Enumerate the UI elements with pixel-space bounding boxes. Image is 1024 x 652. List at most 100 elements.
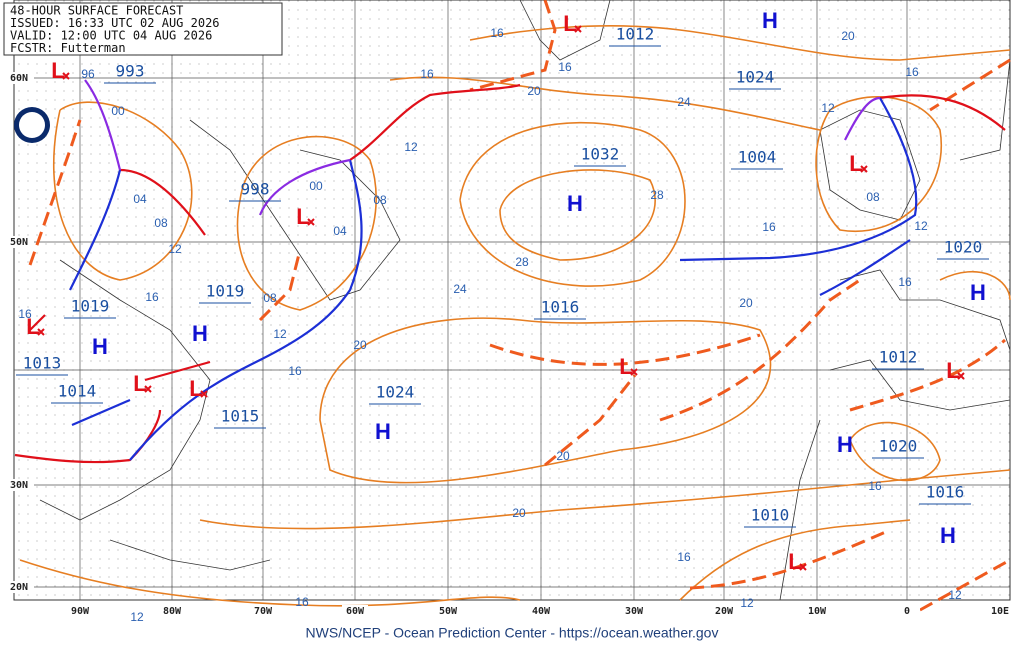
isobar-label: 16 [677, 550, 691, 564]
lon-label-bg [528, 605, 554, 617]
pressure-label: 1024 [736, 68, 775, 87]
low-marker [574, 25, 582, 33]
troughs [28, 0, 1011, 612]
low-center: L [189, 376, 202, 401]
lat-label: 50N [10, 237, 28, 248]
isobar-label: 20 [841, 29, 855, 43]
high-center: H [762, 8, 778, 33]
isobar-label: 12 [168, 242, 182, 256]
low-marker [957, 372, 965, 380]
pressure-label: 1020 [944, 238, 983, 257]
header-line: VALID: 12:00 UTC 04 AUG 2026 [10, 29, 212, 43]
isobar-label: 08 [373, 193, 387, 207]
lon-label-bg [435, 605, 461, 617]
lat-label-bg [8, 72, 34, 84]
high-center: H [970, 280, 986, 305]
coastlines [39, 0, 1011, 601]
high-center: H [567, 191, 583, 216]
isobar-label: 16 [145, 290, 159, 304]
isobar-label: 04 [133, 192, 147, 206]
isobar-label: 20 [556, 449, 570, 463]
isobar-label: 00 [111, 104, 125, 118]
isobar-label: 12 [130, 610, 144, 624]
lon-label-bg [711, 605, 737, 617]
low-marker [144, 385, 152, 393]
isobar-label: 16 [288, 364, 302, 378]
isobar-label: 16 [905, 65, 919, 79]
lon-label: 0 [904, 606, 910, 617]
header-line: 48-HOUR SURFACE FORECAST [10, 4, 183, 18]
high-center: H [192, 321, 208, 346]
isobar-label: 20 [353, 338, 367, 352]
pressure-label: 1012 [879, 348, 918, 367]
lon-label-bg [621, 605, 647, 617]
isobar-label: 16 [18, 307, 32, 321]
high-center: H [92, 334, 108, 359]
isobars [19, 25, 1011, 607]
isobar-label: 16 [420, 67, 434, 81]
header-line: FCSTR: Futterman [10, 41, 126, 55]
lat-label: 20N [10, 582, 28, 593]
isobar-label: 12 [273, 327, 287, 341]
isobar-label: 12 [740, 596, 754, 610]
lon-label: 50W [439, 606, 458, 617]
pressure-label: 1012 [616, 25, 655, 44]
low-center: L [563, 11, 576, 36]
isobar-label: 28 [515, 255, 529, 269]
isobar-label: 20 [527, 84, 541, 98]
pressure-label: 1004 [738, 148, 777, 167]
lon-label-bg [159, 605, 185, 617]
high-center: H [837, 432, 853, 457]
isobar-label: 12 [404, 140, 418, 154]
lon-label-bg [250, 605, 276, 617]
pressure-label: 998 [241, 180, 270, 199]
isobar-label: 24 [677, 95, 691, 109]
lon-label: 60W [346, 606, 365, 617]
lat-label-bg [8, 581, 34, 593]
isobar-label: 00 [309, 179, 323, 193]
lon-label: 40W [532, 606, 551, 617]
isobar-label: 08 [154, 216, 168, 230]
isobar-label: 04 [333, 224, 347, 238]
pressure-label: 1013 [23, 354, 62, 373]
low-marker [307, 218, 315, 226]
isobar-label: 12 [914, 219, 928, 233]
low-center: L [946, 358, 959, 383]
low-center: L [26, 314, 39, 339]
lon-label-bg [67, 605, 93, 617]
header-box [3, 2, 283, 56]
low-marker [860, 165, 868, 173]
isobar-label: 12 [948, 588, 962, 602]
isobar-label: 08 [866, 190, 880, 204]
pressure-label: 993 [116, 62, 145, 81]
low-marker [62, 72, 70, 80]
lon-label: 10W [808, 606, 827, 617]
pressure-label: 1019 [71, 297, 110, 316]
pressure-label: 1014 [58, 382, 97, 401]
isobar-label: 20 [512, 506, 526, 520]
high-center: H [375, 419, 391, 444]
lon-label: 10E [991, 606, 1009, 617]
header-line: ISSUED: 16:33 UTC 02 AUG 2026 [10, 16, 220, 30]
lon-label: 70W [254, 606, 273, 617]
dot-grid [14, 0, 1010, 600]
lat-label-bg [8, 236, 34, 248]
lat-label: 30N [10, 480, 28, 491]
lon-label: 20W [715, 606, 734, 617]
isobar-label: 08 [263, 291, 277, 305]
lat-label-bg [8, 479, 34, 491]
pressure-label: 1016 [541, 298, 580, 317]
low-center: L [849, 151, 862, 176]
isobar-label: 12 [821, 101, 835, 115]
low-center: L [51, 58, 64, 83]
low-marker [630, 368, 638, 376]
isobar-label: 16 [868, 479, 882, 493]
lon-label: 90W [71, 606, 90, 617]
lon-label-bg [987, 605, 1013, 617]
footer: NWS/NCEP - Ocean Prediction Center - htt… [306, 625, 719, 641]
isobar-label: 16 [762, 220, 776, 234]
high-center: H [940, 523, 956, 548]
